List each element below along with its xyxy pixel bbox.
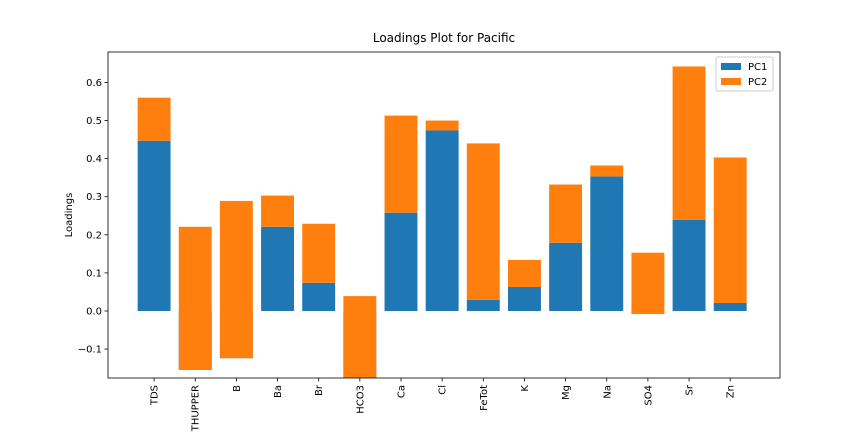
x-tick-label: Mg: [561, 385, 572, 400]
bar: [384, 212, 418, 311]
y-tick-label: 0.5: [86, 116, 102, 127]
bar: [137, 140, 171, 311]
bar: [507, 286, 541, 311]
x-tick-label: Br: [314, 384, 325, 396]
x-tick-label: Cl: [438, 385, 449, 395]
bar: [137, 97, 171, 141]
y-tick-label: −0.1: [78, 345, 102, 356]
y-tick-label: 0.6: [86, 78, 102, 89]
legend-swatch: [721, 78, 741, 85]
bar: [178, 226, 212, 371]
bar: [261, 226, 295, 311]
x-tick-label: TDS: [150, 385, 161, 406]
y-tick-label: 0.4: [86, 154, 102, 165]
bar: [384, 115, 418, 213]
y-tick-label: 0.2: [86, 230, 102, 241]
bar: [713, 302, 747, 311]
y-axis-label: Loadings: [64, 193, 75, 238]
x-tick-label: THUPPER: [191, 385, 202, 432]
x-tick-label: Ba: [273, 385, 284, 398]
x-tick-label: Na: [602, 385, 613, 399]
x-tick-label: FeTot: [479, 385, 490, 411]
bar: [343, 296, 377, 378]
bar: [672, 66, 706, 220]
legend-swatch: [721, 63, 741, 70]
bar: [302, 282, 336, 311]
legend-label: PC2: [748, 77, 767, 88]
bar: [425, 120, 459, 131]
chart-title: Loadings Plot for Pacific: [373, 31, 515, 45]
bar: [219, 200, 253, 359]
legend-label: PC1: [748, 62, 767, 73]
x-tick-label: Sr: [685, 384, 696, 395]
plot-area: [137, 66, 747, 378]
y-tick-label: 0.0: [86, 306, 102, 317]
x-tick-label: HCO3: [355, 385, 366, 414]
bar: [549, 184, 583, 243]
x-tick-label: Zn: [726, 385, 737, 398]
bar: [713, 157, 747, 303]
y-tick-label: 0.1: [86, 268, 102, 279]
x-tick-label: SO4: [643, 385, 654, 406]
x-tick-label: K: [520, 385, 531, 392]
bar: [590, 165, 624, 177]
bar: [590, 176, 624, 311]
bar: [302, 223, 336, 283]
bar: [261, 195, 295, 227]
bar: [507, 259, 541, 287]
plot-frame: [107, 51, 781, 379]
x-tick-label: B: [232, 385, 243, 392]
bar: [672, 219, 706, 311]
bar: [466, 143, 500, 300]
y-tick-label: 0.3: [86, 192, 102, 203]
bar: [466, 299, 500, 311]
bar: [631, 252, 665, 315]
bar: [549, 242, 583, 311]
bar: [425, 130, 459, 311]
x-tick-label: Ca: [396, 385, 407, 398]
